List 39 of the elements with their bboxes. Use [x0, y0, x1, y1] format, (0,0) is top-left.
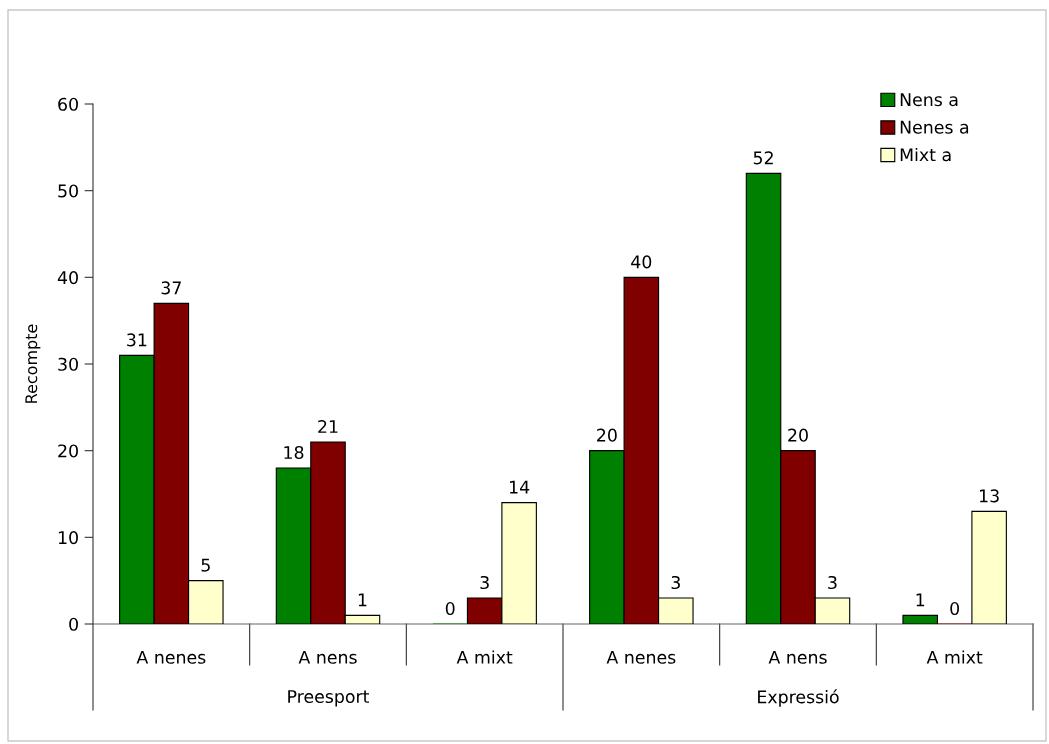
data-label: 1: [358, 593, 367, 607]
data-label: 21: [318, 419, 338, 433]
legend-label: Mixt a: [900, 147, 951, 162]
data-label: 3: [828, 575, 837, 590]
bar: [902, 614, 938, 624]
text: Preesport: [288, 690, 370, 707]
text: Expressió: [758, 689, 839, 707]
data-label: 31: [127, 333, 147, 347]
data-label: 20: [788, 428, 808, 442]
y-tick-label: 20: [58, 444, 78, 458]
y-tick-label: 30: [58, 357, 78, 371]
data-label: 0: [950, 601, 960, 616]
y-tick-label: 50: [58, 184, 78, 198]
data-label: 1: [916, 593, 925, 607]
legend-label: Nens a: [900, 93, 958, 107]
x-tick-label: A nenes: [606, 650, 676, 664]
data-label: 52: [753, 151, 773, 165]
data-label: 40: [631, 255, 652, 269]
bar: [971, 510, 1007, 624]
y-tick-label: 10: [58, 531, 78, 545]
x-tick-label: A mixt: [456, 650, 513, 664]
y-axis-title: Recompte: [25, 324, 41, 403]
x-tick-label: A nenes: [136, 650, 206, 664]
legend-label: Nenes a: [900, 120, 969, 134]
data-label: 37: [161, 281, 181, 295]
x-tick-label: A nens: [768, 650, 827, 664]
data-label: 5: [201, 558, 210, 572]
data-label: 13: [979, 489, 999, 503]
data-label: 0: [445, 601, 455, 616]
x-tick-label: A mixt: [926, 650, 983, 664]
y-tick-label: 40: [57, 271, 78, 285]
data-label: 3: [671, 575, 680, 590]
y-tick-label: 0: [69, 617, 78, 631]
data-label: 14: [509, 480, 530, 494]
data-label: 18: [284, 445, 304, 460]
x-tick-label: A nens: [298, 650, 357, 664]
data-label: 20: [597, 428, 617, 442]
data-label: 3: [480, 575, 489, 590]
y-tick-label: 60: [58, 97, 78, 111]
